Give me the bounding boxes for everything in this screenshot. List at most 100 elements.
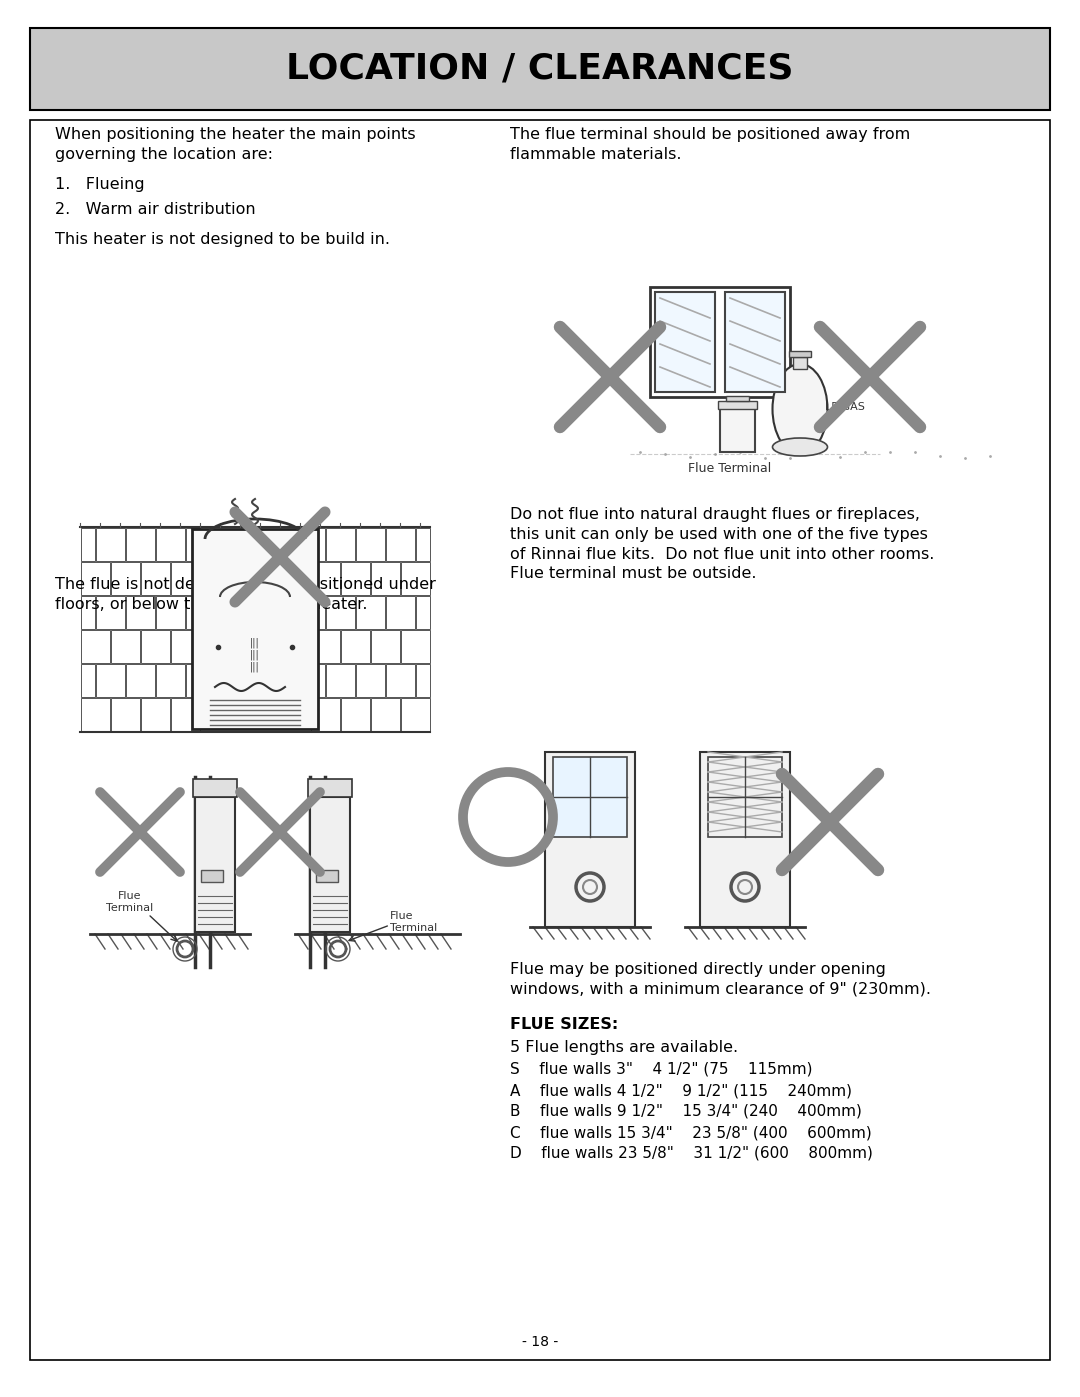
Bar bbox=[545, 752, 635, 928]
Bar bbox=[171, 630, 200, 664]
Ellipse shape bbox=[772, 439, 827, 455]
Text: LOCATION / CLEARANCES: LOCATION / CLEARANCES bbox=[286, 52, 794, 87]
Text: Flue Terminal: Flue Terminal bbox=[688, 462, 771, 475]
Bar bbox=[171, 562, 200, 595]
Text: |||: ||| bbox=[251, 650, 260, 661]
Bar bbox=[311, 698, 339, 732]
Bar bbox=[700, 752, 789, 928]
Text: This heater is not designed to be build in.: This heater is not designed to be build … bbox=[55, 232, 390, 247]
Bar bbox=[355, 528, 384, 560]
Text: 1.   Flueing: 1. Flueing bbox=[55, 177, 145, 191]
Bar bbox=[416, 664, 430, 697]
Bar bbox=[95, 664, 124, 697]
Bar bbox=[140, 630, 170, 664]
Bar bbox=[340, 630, 369, 664]
Text: Do not flue into natural draught flues or fireplaces,
this unit can only be used: Do not flue into natural draught flues o… bbox=[510, 507, 934, 581]
Text: |||: ||| bbox=[251, 662, 260, 672]
Bar bbox=[110, 698, 139, 732]
Bar bbox=[81, 664, 95, 697]
Text: D    flue walls 23 5/8"    31 1/2" (600    800mm): D flue walls 23 5/8" 31 1/2" (600 800mm) bbox=[510, 1146, 873, 1161]
Bar bbox=[81, 698, 109, 732]
Bar bbox=[140, 562, 170, 595]
Bar bbox=[355, 664, 384, 697]
Bar bbox=[726, 395, 750, 401]
Text: C    flue walls 15 3/4"    23 5/8" (400    600mm): C flue walls 15 3/4" 23 5/8" (400 600mm) bbox=[510, 1125, 872, 1140]
Bar bbox=[370, 698, 400, 732]
Text: The flue terminal should be positioned away from
flammable materials.: The flue terminal should be positioned a… bbox=[510, 127, 910, 162]
Bar bbox=[793, 358, 807, 369]
Bar bbox=[340, 562, 369, 595]
Bar bbox=[401, 630, 430, 664]
Bar bbox=[311, 630, 339, 664]
Text: S    flue walls 3"    4 1/2" (75    115mm): S flue walls 3" 4 1/2" (75 115mm) bbox=[510, 1062, 812, 1077]
Bar bbox=[370, 562, 400, 595]
Bar bbox=[340, 698, 369, 732]
Bar bbox=[81, 597, 95, 629]
Bar bbox=[401, 698, 430, 732]
Bar bbox=[81, 630, 109, 664]
Bar bbox=[110, 630, 139, 664]
Bar bbox=[156, 597, 185, 629]
Bar bbox=[316, 870, 338, 882]
Bar bbox=[186, 528, 200, 560]
Text: A    flue walls 4 1/2"    9 1/2" (115    240mm): A flue walls 4 1/2" 9 1/2" (115 240mm) bbox=[510, 1083, 852, 1098]
Text: LP GAS: LP GAS bbox=[825, 402, 865, 412]
Bar bbox=[308, 780, 352, 798]
Bar bbox=[110, 562, 139, 595]
Bar bbox=[386, 664, 415, 697]
Bar bbox=[30, 28, 1050, 110]
Bar bbox=[186, 664, 200, 697]
Bar bbox=[156, 528, 185, 560]
Bar bbox=[186, 597, 200, 629]
Text: 5 Flue lengths are available.: 5 Flue lengths are available. bbox=[510, 1039, 738, 1055]
Bar bbox=[708, 757, 782, 837]
Bar bbox=[95, 597, 124, 629]
Bar bbox=[201, 870, 222, 882]
Text: Flue
Terminal: Flue Terminal bbox=[106, 891, 153, 914]
Bar bbox=[725, 292, 785, 393]
Bar bbox=[125, 597, 154, 629]
Bar bbox=[311, 528, 324, 560]
Bar bbox=[325, 597, 354, 629]
Bar bbox=[416, 597, 430, 629]
Bar bbox=[311, 562, 339, 595]
Bar bbox=[192, 529, 318, 729]
Bar bbox=[156, 664, 185, 697]
Bar bbox=[195, 798, 235, 932]
Bar bbox=[370, 630, 400, 664]
Bar bbox=[325, 664, 354, 697]
Text: Flue
Terminal: Flue Terminal bbox=[390, 911, 437, 933]
Bar bbox=[386, 597, 415, 629]
Bar bbox=[355, 597, 384, 629]
Bar bbox=[193, 780, 237, 798]
Text: B    flue walls 9 1/2"    15 3/4" (240    400mm): B flue walls 9 1/2" 15 3/4" (240 400mm) bbox=[510, 1104, 862, 1119]
Bar bbox=[720, 407, 755, 453]
Bar bbox=[310, 798, 350, 932]
Ellipse shape bbox=[772, 365, 827, 454]
Bar bbox=[650, 286, 789, 397]
Bar bbox=[95, 528, 124, 560]
Text: FLUE SIZES:: FLUE SIZES: bbox=[510, 1017, 618, 1032]
Bar bbox=[311, 664, 324, 697]
Bar bbox=[416, 528, 430, 560]
Bar bbox=[311, 597, 324, 629]
Bar bbox=[718, 401, 757, 409]
Bar bbox=[789, 351, 811, 358]
Bar bbox=[401, 562, 430, 595]
Bar bbox=[386, 528, 415, 560]
Bar bbox=[654, 292, 715, 393]
Bar bbox=[125, 664, 154, 697]
Bar bbox=[171, 698, 200, 732]
Bar bbox=[125, 528, 154, 560]
Bar bbox=[553, 757, 627, 837]
Text: 2.   Warm air distribution: 2. Warm air distribution bbox=[55, 203, 256, 217]
Text: Flue may be positioned directly under opening
windows, with a minimum clearance : Flue may be positioned directly under op… bbox=[510, 963, 931, 997]
Bar bbox=[81, 528, 95, 560]
Text: - 18 -: - 18 - bbox=[522, 1336, 558, 1350]
Bar bbox=[325, 528, 354, 560]
Bar bbox=[140, 698, 170, 732]
Text: The flue is not designed to be positioned under
floors, or below the level of th: The flue is not designed to be positione… bbox=[55, 577, 436, 612]
Bar bbox=[30, 120, 1050, 1361]
Text: When positioning the heater the main points
governing the location are:: When positioning the heater the main poi… bbox=[55, 127, 416, 162]
Text: |||: ||| bbox=[251, 638, 260, 648]
